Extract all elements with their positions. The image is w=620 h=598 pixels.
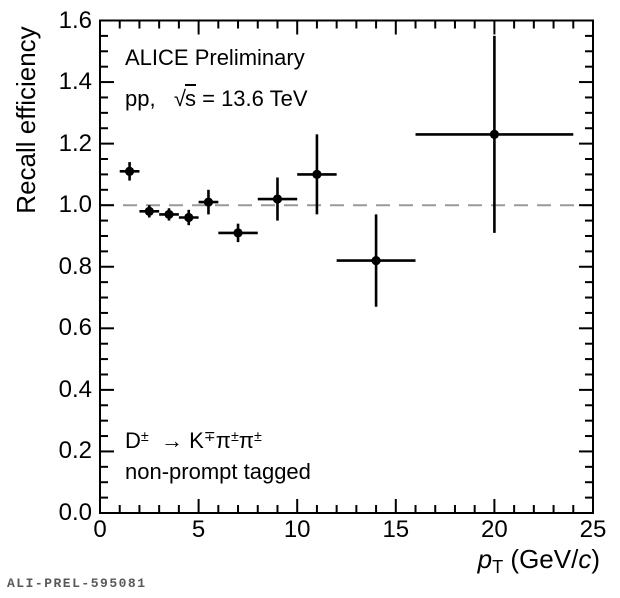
- rich-text-segment: pp,: [125, 86, 174, 111]
- rich-text-segment: (GeV/: [503, 544, 579, 574]
- rich-text-segment: = 13.6 TeV: [196, 86, 308, 111]
- rich-text-segment: → K: [148, 428, 204, 453]
- y-tick-label: 0.2: [58, 437, 92, 465]
- decay-channel-label: D± → K∓π±π±: [125, 428, 262, 453]
- rich-text-segment: s: [185, 86, 196, 111]
- x-axis-title: pT (GeV/c): [477, 544, 600, 576]
- rich-text-segment: c: [578, 544, 592, 574]
- rich-text-segment: √: [173, 86, 186, 111]
- rich-text-segment: p: [477, 544, 493, 574]
- rich-text-segment: ∓: [203, 428, 216, 445]
- y-tick-label: 0.6: [58, 314, 92, 342]
- rich-text-segment: D: [125, 428, 141, 453]
- rich-text-segment: ): [591, 544, 600, 574]
- y-tick-label: 1.6: [58, 6, 92, 34]
- y-tick-label: 0.4: [58, 375, 92, 403]
- rich-text-segment: T: [492, 557, 504, 578]
- x-tick-label: 15: [382, 516, 410, 543]
- rich-text-segment: non-prompt tagged: [125, 459, 311, 484]
- rich-text-segment: Recall efficiency: [11, 26, 41, 214]
- x-tick-label: 5: [191, 516, 206, 543]
- y-tick-label: 0.8: [58, 252, 92, 280]
- y-tick-label: 1.0: [58, 191, 92, 219]
- rich-text-segment: π: [215, 428, 231, 453]
- figure-id-watermark: ALI-PREL-595081: [7, 576, 147, 591]
- x-tick-label: 0: [93, 516, 107, 543]
- collision-energy-label: pp, √s = 13.6 TeV: [125, 88, 308, 110]
- non-prompt-tag-label: non-prompt tagged: [125, 461, 311, 483]
- y-tick-label: 0.0: [58, 499, 92, 526]
- rich-text-segment: ±: [253, 428, 262, 445]
- rich-text-segment: ±: [230, 428, 239, 445]
- x-tick-label: 10: [283, 516, 311, 543]
- rich-text-segment: ALICE Preliminary: [125, 45, 305, 70]
- x-tick-label: 20: [481, 516, 508, 543]
- rich-text-segment: π: [238, 428, 254, 453]
- y-tick-label: 1.2: [58, 129, 92, 157]
- x-tick-label: 25: [579, 516, 607, 543]
- y-axis-title: Recall efficiency: [11, 26, 41, 214]
- rich-text-segment: ±: [140, 428, 149, 445]
- y-tick-label: 1.4: [58, 68, 92, 96]
- alice-preliminary-label: ALICE Preliminary: [125, 47, 305, 69]
